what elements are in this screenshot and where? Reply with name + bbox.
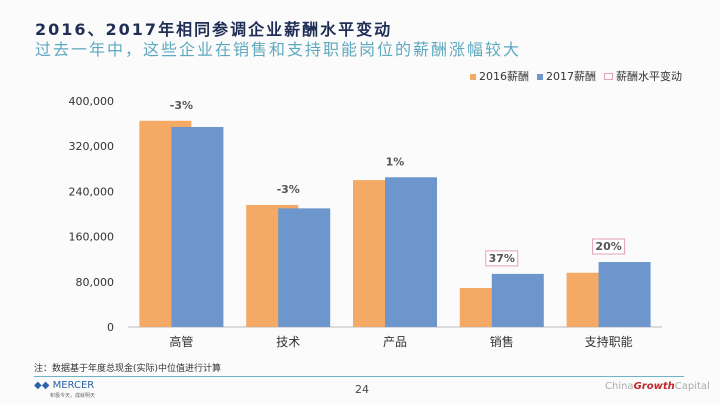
legend-2017: 2017薪酬 (537, 68, 596, 84)
change-label: -3% (277, 183, 300, 196)
change-label: 20% (595, 240, 621, 253)
y-tick-label: 160,000 (69, 231, 115, 244)
bar-2017 (598, 262, 651, 327)
x-tick-label: 技术 (276, 335, 300, 349)
change-box (485, 250, 519, 267)
legend: 2016薪酬 2017薪酬 薪酬水平变动 (470, 68, 682, 84)
mercer-logo: ◆◆ MERCER (34, 380, 95, 391)
legend-2016: 2016薪酬 (470, 68, 529, 84)
page-subtitle: 过去一年中，这些企业在销售和支持职能岗位的薪酬涨幅较大 (35, 40, 522, 59)
footnote: 注：数据基于年度总现金(实际)中位值进行计算 (34, 364, 222, 374)
y-tick-label: 0 (107, 321, 114, 334)
legend-change: 薪酬水平变动 (604, 68, 682, 84)
y-tick-label: 400,000 (69, 95, 115, 108)
cgc-logo: ChinaGrowthCapital (605, 381, 710, 392)
bar-2017 (171, 126, 224, 328)
change-box (592, 238, 626, 255)
change-label: 1% (386, 155, 405, 168)
change-label: -3% (170, 99, 193, 112)
y-tick-label: 80,000 (76, 276, 115, 289)
x-tick-label: 支持职能 (585, 334, 633, 349)
x-tick-label: 产品 (383, 335, 407, 349)
change-label: 37% (489, 252, 515, 265)
page-title: 2016、2017年相同参调企业薪酬水平变动 (35, 20, 393, 39)
y-tick-label: 240,000 (69, 185, 115, 198)
page-number: 24 (355, 383, 369, 396)
y-tick-label: 320,000 (69, 140, 115, 153)
bar-2017 (491, 273, 544, 327)
divider (34, 376, 684, 377)
x-tick-label: 销售 (490, 334, 514, 349)
x-tick-label: 高管 (169, 334, 193, 349)
bar-2017 (278, 208, 331, 327)
bar-2017 (385, 177, 437, 327)
mercer-tagline: 积极今天，成就明天 (50, 393, 96, 399)
